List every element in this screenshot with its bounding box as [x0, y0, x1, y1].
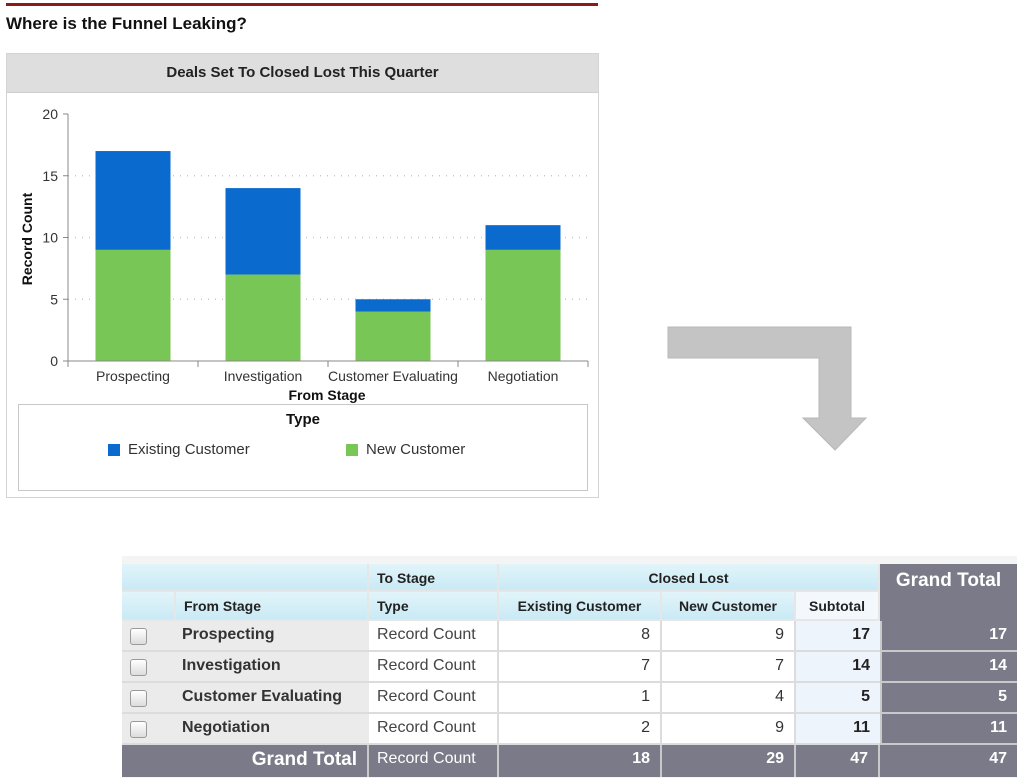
x-axis-title: From Stage	[288, 387, 365, 403]
total-subtotal: 47	[796, 745, 880, 777]
legend: Type Existing Customer New Customer	[18, 404, 588, 491]
chart-header: Deals Set To Closed Lost This Quarter	[7, 54, 598, 93]
pivot-table: To Stage Closed Lost Grand Total From St…	[122, 556, 1017, 778]
cell-grand-total: 17	[880, 621, 1017, 652]
total-new: 29	[662, 745, 796, 777]
stacked-bar-chart: 0 5 10 15 20 Prospecting Investigation Customer…	[19, 106, 589, 403]
y-tick-label: 15	[42, 168, 58, 184]
y-tick-label: 5	[50, 291, 58, 307]
legend-label: New Customer	[366, 441, 466, 458]
header-subtotal: Subtotal	[796, 592, 880, 621]
row-checkbox[interactable]	[130, 659, 147, 676]
cell-existing: 1	[499, 683, 662, 714]
gridlines	[68, 175, 588, 300]
row-stage-label: Customer Evaluating	[122, 683, 369, 714]
legend-item-new-customer[interactable]: New Customer	[346, 441, 465, 458]
header-to-stage: To Stage	[369, 564, 499, 592]
bar-segment[interactable]	[95, 249, 171, 361]
cell-subtotal: 5	[796, 683, 880, 714]
y-tick-label: 10	[42, 230, 58, 246]
bar-segment[interactable]	[355, 311, 431, 361]
y-tick-label: 0	[50, 353, 58, 369]
bent-arrow-down-icon	[667, 326, 868, 451]
grand-total-label: Grand Total	[122, 745, 369, 777]
header-checkbox-col	[122, 592, 176, 621]
row-type: Record Count	[369, 683, 499, 714]
legend-item-existing-customer[interactable]: Existing Customer	[108, 441, 250, 458]
bar-segment[interactable]	[355, 299, 431, 312]
legend-title: Type	[286, 411, 320, 428]
x-tick-label: Negotiation	[488, 368, 559, 384]
row-checkbox[interactable]	[130, 628, 147, 645]
page-title: Where is the Funnel Leaking?	[6, 14, 247, 33]
title-accent-rule	[6, 3, 598, 6]
row-type: Record Count	[369, 621, 499, 652]
bar-segment[interactable]	[95, 151, 171, 250]
cell-new: 9	[662, 714, 796, 745]
header-from-stage[interactable]: From Stage	[176, 592, 369, 621]
row-stage-label: Negotiation	[122, 714, 369, 745]
cell-subtotal: 14	[796, 652, 880, 683]
row-type: Record Count	[369, 714, 499, 745]
legend-swatch-icon	[108, 443, 120, 456]
y-tick-label: 20	[42, 106, 58, 122]
cell-grand-total: 5	[880, 683, 1017, 714]
y-axis-title: Record Count	[19, 192, 35, 285]
bars	[95, 151, 561, 361]
header-type[interactable]: Type	[369, 592, 499, 621]
legend-label: Existing Customer	[128, 441, 250, 458]
chart-title: Deals Set To Closed Lost This Quarter	[166, 64, 439, 81]
header-new-customer[interactable]: New Customer	[662, 592, 796, 621]
cell-existing: 7	[499, 652, 662, 683]
x-tick-label: Prospecting	[96, 368, 170, 384]
row-checkbox[interactable]	[130, 690, 147, 707]
cell-new: 7	[662, 652, 796, 683]
cell-existing: 8	[499, 621, 662, 652]
row-stage-label: Prospecting	[122, 621, 369, 652]
header-closed-lost: Closed Lost	[499, 564, 880, 592]
cell-new: 4	[662, 683, 796, 714]
header-blank	[122, 564, 369, 592]
cell-subtotal: 17	[796, 621, 880, 652]
cell-subtotal: 11	[796, 714, 880, 745]
cell-existing: 2	[499, 714, 662, 745]
cell-grand-total: 11	[880, 714, 1017, 745]
legend-swatch-icon	[346, 443, 358, 456]
row-stage-label: Investigation	[122, 652, 369, 683]
row-type: Record Count	[369, 652, 499, 683]
header-existing-customer[interactable]: Existing Customer	[499, 592, 662, 621]
cell-new: 9	[662, 621, 796, 652]
cell-grand-total: 14	[880, 652, 1017, 683]
x-tick-label: Investigation	[224, 368, 303, 384]
x-tick-label: Customer Evaluating	[328, 368, 458, 384]
row-checkbox[interactable]	[130, 721, 147, 738]
bar-segment[interactable]	[485, 249, 561, 361]
bar-segment[interactable]	[485, 225, 561, 250]
grand-total-type: Record Count	[369, 745, 499, 777]
axes: 0 5 10 15 20 Prospecting Investigation Customer…	[42, 106, 589, 384]
total-grand-total: 47	[880, 745, 1017, 777]
total-existing: 18	[499, 745, 662, 777]
header-grand-total: Grand Total	[880, 564, 1017, 621]
bar-segment[interactable]	[225, 188, 301, 275]
chart-panel: Deals Set To Closed Lost This Quarter 0 5…	[6, 53, 599, 498]
bar-segment[interactable]	[225, 274, 301, 361]
